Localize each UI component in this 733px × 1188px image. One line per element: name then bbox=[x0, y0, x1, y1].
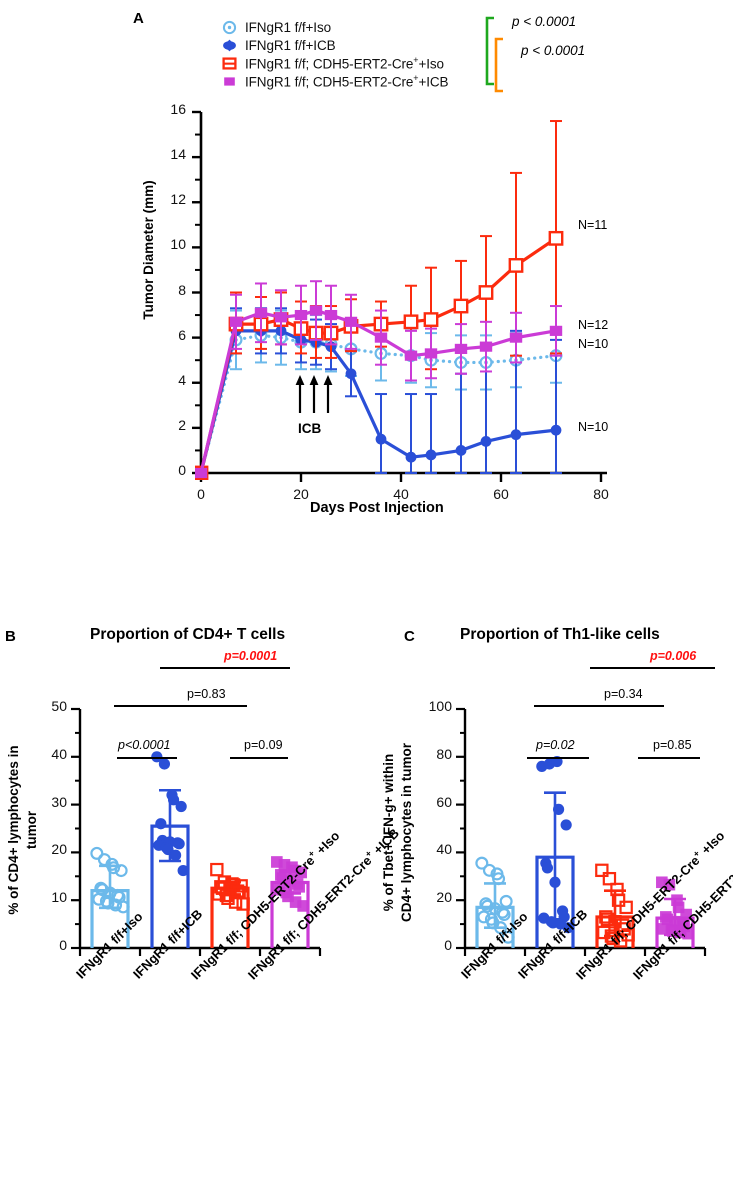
panel-letter-c: C bbox=[404, 628, 415, 645]
n-label-red: N=11 bbox=[578, 218, 608, 232]
legend-label-0: IFNgR1 f/f+Iso bbox=[245, 20, 332, 35]
panelC-ytick-20: 20 bbox=[436, 889, 452, 906]
panel-b-title: Proportion of CD4+ T cells bbox=[90, 626, 286, 643]
panel-c-title: Proportion of Th1-like cells bbox=[460, 626, 660, 643]
panel-a-legend: IFNgR1 f/f+Iso IFNgR1 f/f+ICB IFNgR1 f/f… bbox=[221, 19, 449, 91]
panel-b-pline-left bbox=[117, 757, 177, 759]
panel-letter-a: A bbox=[133, 10, 144, 27]
panel-b-pvalue-mid: p=0.83 bbox=[187, 687, 226, 701]
panel-c-pline-top bbox=[590, 667, 715, 669]
panel-b-pvalue-left: p<0.0001 bbox=[118, 738, 171, 752]
panel-a-ytick-12: 12 bbox=[170, 191, 186, 208]
open-circle-dot-icon bbox=[221, 20, 238, 35]
panel-c-pline-left bbox=[527, 757, 589, 759]
panel-a-xtick-marks bbox=[199, 473, 603, 482]
panel-b-plot bbox=[0, 590, 366, 970]
legend-item-0: IFNgR1 f/f+Iso bbox=[221, 19, 448, 36]
panel-b-pline-mid bbox=[114, 705, 247, 707]
panel-c-ytick-marks bbox=[456, 707, 465, 950]
legend-label-2-pre: IFNgR1 f/f; CDH5-ERT2-Cre bbox=[245, 56, 414, 72]
panel-c-pvalue-right: p=0.85 bbox=[653, 738, 692, 752]
panel-a-ytick-8: 8 bbox=[178, 281, 186, 298]
panel-c-pvalue-left: p=0.02 bbox=[536, 738, 575, 752]
panel-b-svg bbox=[71, 707, 322, 956]
panel-a-svg bbox=[192, 110, 607, 482]
n-label-blue: N=10 bbox=[578, 420, 609, 434]
panel-a-xtick-40: 40 bbox=[393, 486, 409, 502]
panel-c-pvalue-mid: p=0.34 bbox=[604, 687, 643, 701]
legend-item-3: IFNgR1 f/f; CDH5-ERT2-Cre++ICB bbox=[221, 73, 449, 90]
panel-a-ytick-16: 16 bbox=[170, 101, 186, 117]
panel-c-pvalue-top: p=0.006 bbox=[650, 649, 697, 663]
open-square-bar-icon bbox=[221, 57, 238, 71]
panelB-ytick-30: 30 bbox=[51, 793, 67, 810]
panel-b-pline-right bbox=[230, 757, 288, 759]
panel-b-bars-group bbox=[90, 751, 310, 948]
panelC-ytick-60: 60 bbox=[436, 793, 452, 810]
panel-a-ytick-4: 4 bbox=[178, 371, 186, 388]
panel-a-xlabel: Days Post Injection bbox=[310, 500, 444, 516]
panel-a-ytick-2: 2 bbox=[178, 416, 186, 433]
icb-arrows-icon bbox=[295, 375, 333, 413]
panel-a-xtick-80: 80 bbox=[593, 486, 609, 502]
panel-a-series-group bbox=[195, 120, 564, 480]
panel-b-pvalue-top: p=0.0001 bbox=[224, 649, 278, 663]
panelB-ytick-0: 0 bbox=[59, 937, 67, 953]
legend-label-2-post: +Iso bbox=[418, 56, 444, 72]
legend-pvalue-orange: p < 0.0001 bbox=[521, 43, 586, 58]
legend-label-1: IFNgR1 f/f+ICB bbox=[245, 38, 336, 53]
panel-b-xtick-marks bbox=[78, 948, 322, 956]
legend-label-3-sup: + bbox=[413, 73, 419, 84]
panelB-ytick-10: 10 bbox=[51, 889, 67, 906]
n-label-magenta: N=12 bbox=[578, 318, 609, 332]
panel-a-ylabel: Tumor Diameter (mm) bbox=[141, 180, 156, 320]
panel-a-plot bbox=[0, 0, 733, 540]
legend-label-2-sup: + bbox=[413, 55, 419, 66]
panelB-ytick-50: 50 bbox=[51, 698, 67, 714]
legend-label-3-pre: IFNgR1 f/f; CDH5-ERT2-Cre bbox=[245, 74, 414, 90]
panelB-ytick-20: 20 bbox=[51, 841, 67, 858]
panel-b-ytick-marks bbox=[71, 707, 80, 950]
panelC-ytick-40: 40 bbox=[436, 841, 452, 858]
panel-a-xtick-60: 60 bbox=[493, 486, 509, 502]
panel-b-pvalue-right: p=0.09 bbox=[244, 738, 283, 752]
panel-a-xtick-0: 0 bbox=[197, 486, 205, 502]
legend-item-1: IFNgR1 f/f+ICB bbox=[221, 37, 448, 54]
panel-c-plot bbox=[366, 590, 733, 970]
legend-item-2: IFNgR1 f/f; CDH5-ERT2-Cre++Iso bbox=[221, 55, 448, 72]
legend-label-3: IFNgR1 f/f; CDH5-ERT2-Cre++ICB bbox=[245, 73, 449, 90]
panel-c-xtick-marks bbox=[463, 948, 707, 956]
panel-letter-b: B bbox=[5, 628, 16, 645]
legend-label-2: IFNgR1 f/f; CDH5-ERT2-Cre++Iso bbox=[245, 55, 444, 72]
panel-c-pline-right bbox=[638, 757, 700, 759]
panel-c-svg bbox=[456, 707, 707, 956]
panel-a-xtick-20: 20 bbox=[293, 486, 309, 502]
panelC-ytick-0: 0 bbox=[444, 937, 452, 953]
panelC-ytick-80: 80 bbox=[436, 745, 452, 762]
legend-significance-brackets bbox=[485, 16, 503, 93]
panel-c-pline-mid bbox=[534, 705, 664, 707]
panel-a-ytick-marks bbox=[192, 110, 201, 475]
panelC-ytick-100: 100 bbox=[428, 698, 452, 714]
legend-label-3-post: +ICB bbox=[418, 74, 449, 90]
panelB-ytick-40: 40 bbox=[51, 745, 67, 762]
panel-c-bars-group bbox=[475, 755, 695, 948]
filled-diamond-icon bbox=[221, 39, 238, 53]
panel-a-ytick-14: 14 bbox=[170, 146, 186, 163]
icb-label: ICB bbox=[298, 421, 322, 436]
n-label-lightblue: N=10 bbox=[578, 337, 609, 351]
panel-a-ytick-10: 10 bbox=[170, 236, 186, 253]
legend-pvalue-green: p < 0.0001 bbox=[512, 14, 577, 29]
panel-a-ytick-0: 0 bbox=[178, 462, 186, 478]
panel-b-pline-top bbox=[160, 667, 290, 669]
filled-square-icon bbox=[221, 75, 238, 89]
panel-a-ytick-6: 6 bbox=[178, 326, 186, 343]
